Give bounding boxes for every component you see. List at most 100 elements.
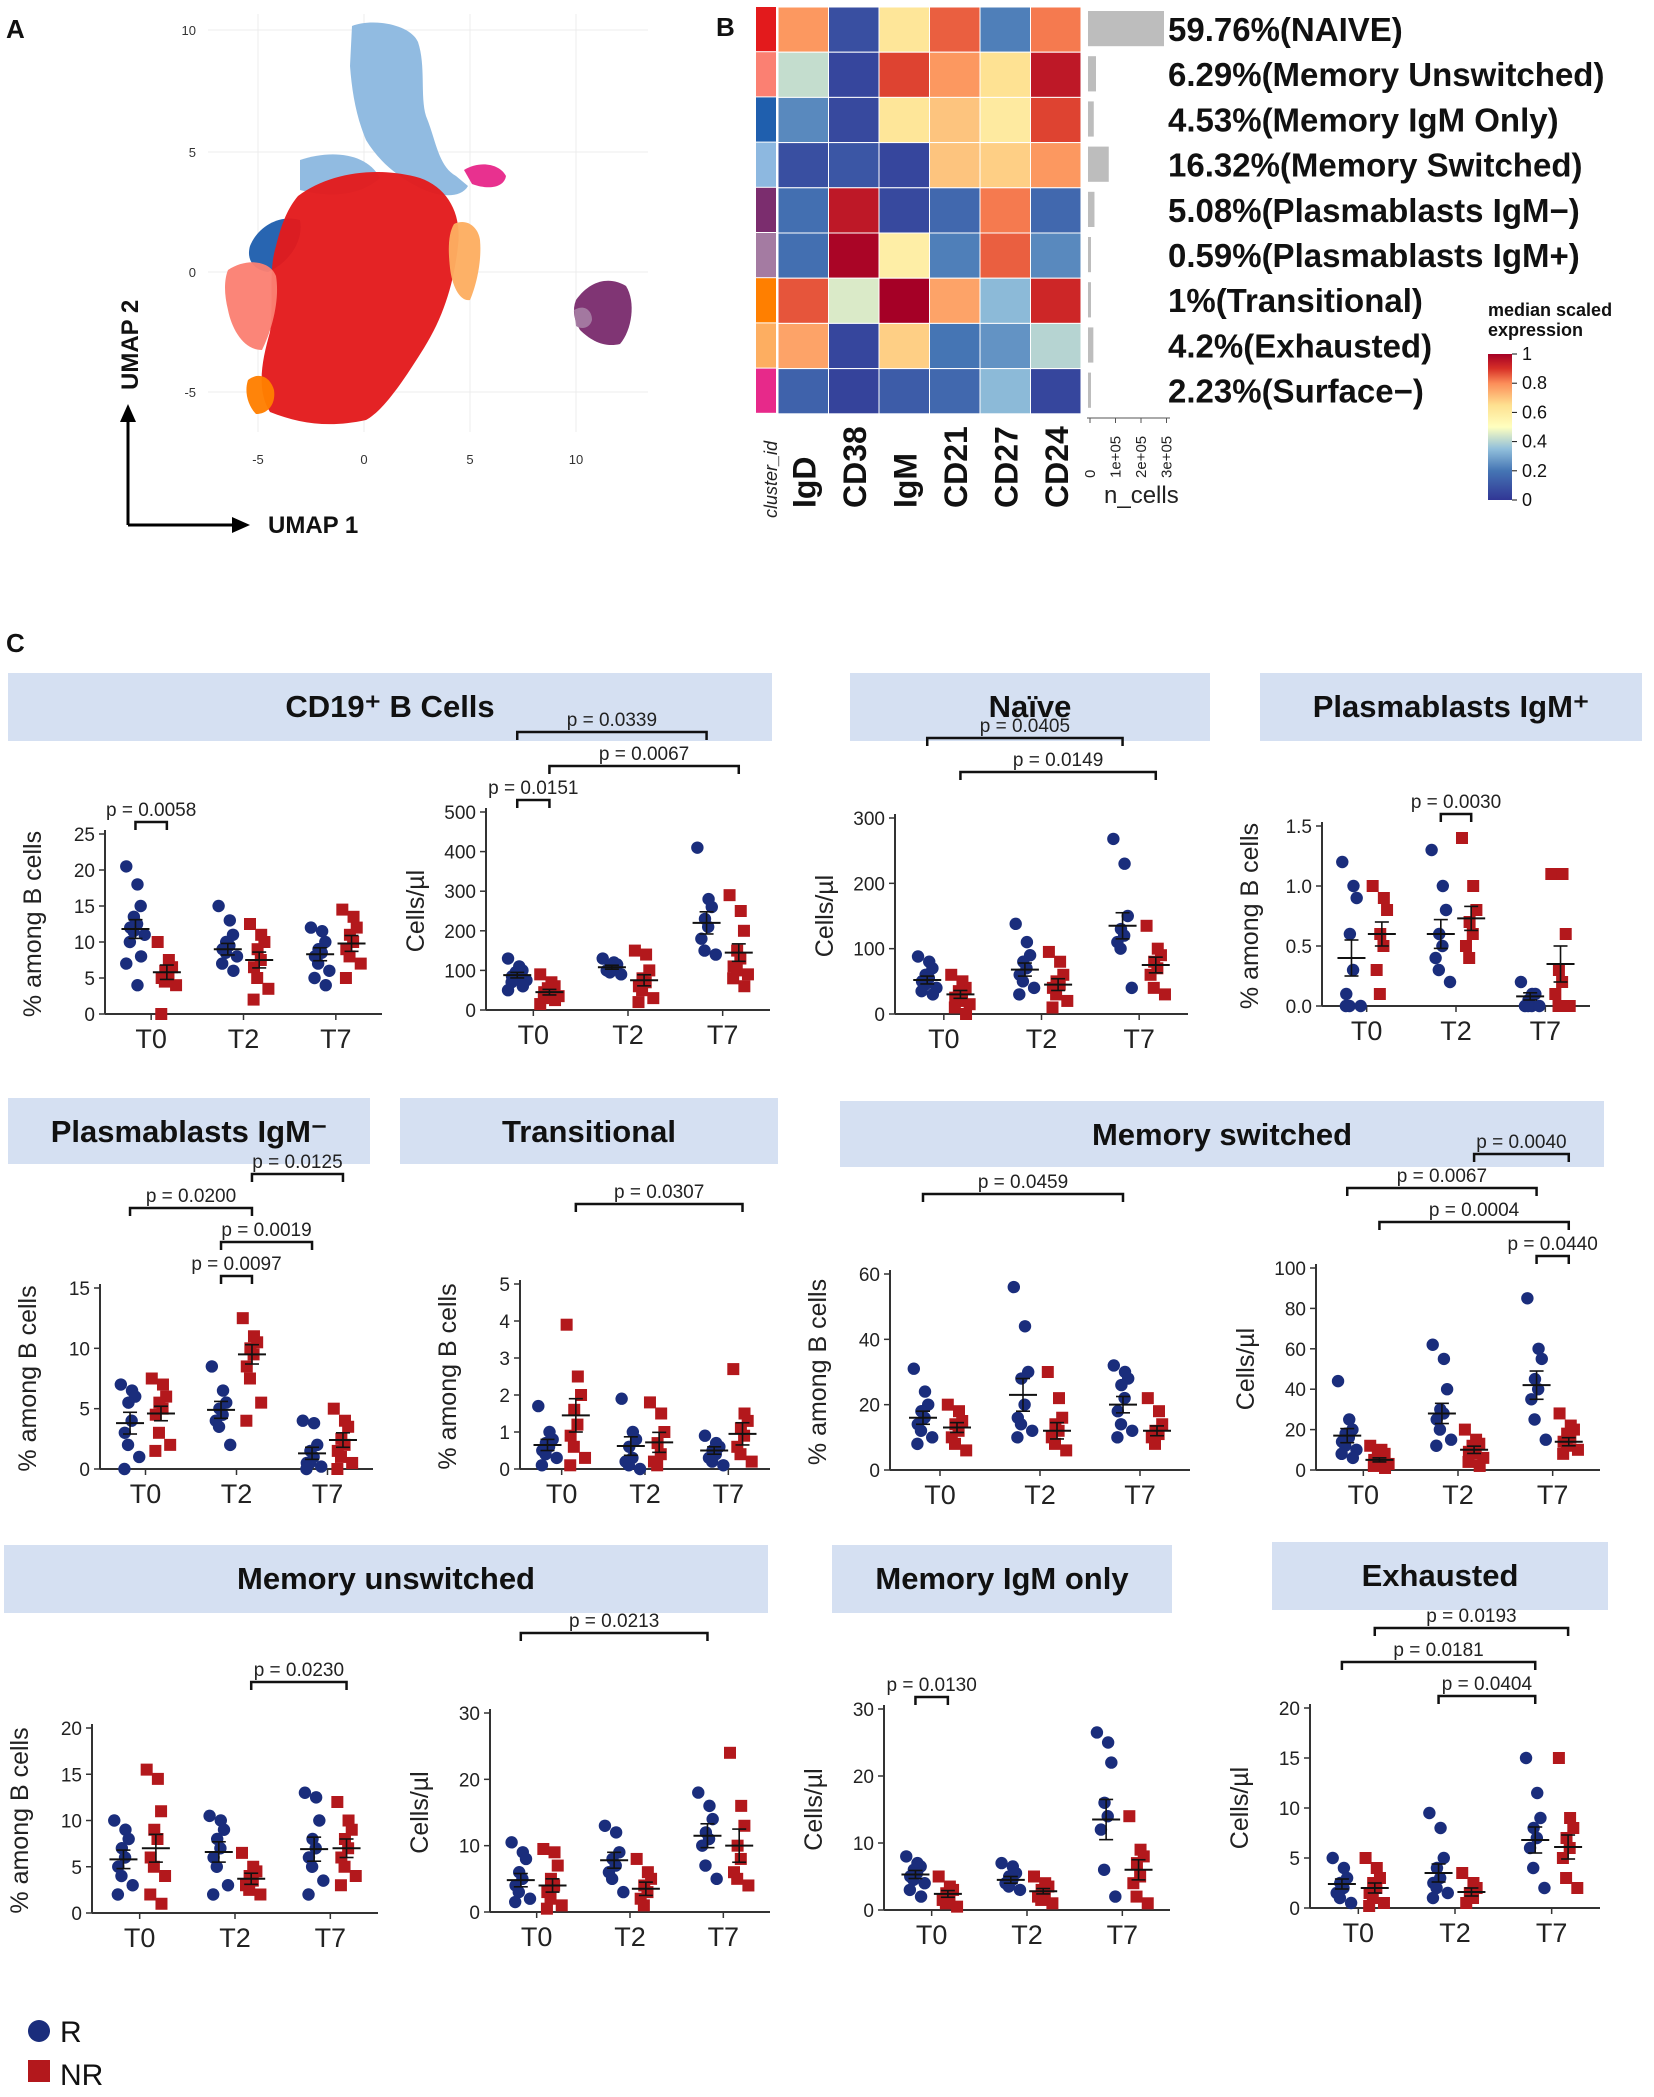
heatmap-row-label: 59.76%(NAIVE) [1168, 11, 1403, 48]
r-point [319, 979, 332, 992]
r-point [1333, 1891, 1347, 1905]
r-point [1014, 1418, 1028, 1431]
umap-xlabel: UMAP 1 [268, 512, 358, 539]
y-tick-label: 0 [469, 1903, 480, 1924]
heatmap-cell [828, 142, 880, 189]
umap-ytick: 10 [182, 23, 196, 38]
p-value-label: p = 0.0058 [106, 800, 196, 821]
significance-bracket [128, 1206, 254, 1216]
heatmap-cell [979, 368, 1031, 415]
cluster-swatch [756, 233, 776, 278]
nr-point [331, 1796, 344, 1808]
title-box-cd19 [8, 673, 772, 741]
heatmap-cell [1030, 6, 1082, 53]
nr-point [1028, 1870, 1041, 1883]
heatmap-cell [1030, 232, 1082, 279]
r-point [1532, 1342, 1545, 1356]
umap-cluster-5 [225, 262, 278, 350]
r-point [1018, 1320, 1032, 1333]
nr-point [1473, 1459, 1486, 1472]
x-tick-label: T2 [219, 1923, 251, 1953]
umap-xtick: 5 [466, 452, 473, 467]
r-point [703, 1799, 716, 1813]
p-value-label: p = 0.0440 [1507, 1234, 1597, 1255]
ncells-label: n_cells [1104, 482, 1179, 509]
title-box-exhausted [1272, 1542, 1608, 1610]
nr-point [1377, 1897, 1390, 1909]
heatmap-cell [929, 232, 981, 279]
nr-point [152, 1426, 165, 1439]
y-tick-label: 30 [853, 1700, 874, 1721]
r-point [505, 1836, 518, 1849]
p-value-label: p = 0.0130 [886, 1675, 976, 1696]
r-point [212, 1420, 226, 1433]
r-point [1009, 917, 1022, 931]
legend-title-line1: median scaled [1488, 300, 1612, 320]
r-point [125, 1414, 138, 1427]
nr-point [236, 1312, 249, 1325]
heatmap-cell [777, 232, 829, 279]
nr-point [1147, 981, 1160, 994]
heatmap-cell [929, 6, 981, 53]
nr-point [1552, 1000, 1565, 1012]
r-point [108, 1814, 121, 1827]
cluster-swatch [756, 97, 776, 142]
nr-point [571, 1418, 584, 1431]
r-point [311, 957, 325, 970]
p-value-label: p = 0.0307 [614, 1182, 704, 1203]
umap-ylabel: UMAP 2 [117, 300, 144, 390]
nr-point [567, 1440, 580, 1453]
r-point [1533, 999, 1546, 1013]
heatmap-cell [979, 6, 1031, 53]
ncells-bar [1088, 11, 1164, 47]
heatmap-cell [878, 96, 930, 144]
r-point [206, 1888, 220, 1901]
nr-point [151, 936, 164, 948]
x-tick-label: T0 [1348, 1480, 1380, 1510]
x-tick-label: T2 [614, 1922, 646, 1952]
heatmap-cell [1030, 96, 1082, 144]
nr-point [1556, 868, 1569, 880]
r-point [926, 988, 940, 1001]
r-point [1439, 903, 1453, 917]
significance-bracket [1345, 1186, 1538, 1196]
y-tick-label: 15 [1279, 1749, 1300, 1770]
r-point [131, 878, 144, 891]
y-tick-label: 20 [74, 861, 95, 882]
y-axis-label: % among B cells [6, 1727, 34, 1913]
heatmap-cell [1030, 187, 1082, 234]
legend-tick-label: 0 [1522, 490, 1532, 510]
nr-point [339, 972, 352, 984]
r-point [1521, 1292, 1534, 1305]
r-point [1114, 942, 1127, 955]
y-tick-label: 20 [853, 1767, 874, 1788]
dotplot-cd19_abs: 0 100 200 300 400 500 T0 T2 T7 Cells/µl p = 0.0151… [402, 710, 770, 1050]
r-point [118, 1462, 131, 1476]
r-point [1011, 1431, 1024, 1444]
r-point [230, 950, 244, 963]
significance-bracket [548, 764, 741, 774]
nr-point [158, 975, 171, 988]
r-point [907, 1362, 920, 1375]
x-tick-label: T0 [130, 1479, 162, 1509]
r-point [1101, 1736, 1115, 1749]
r-point [1519, 1751, 1533, 1765]
r-point [221, 1879, 235, 1892]
title-box-naive [850, 673, 1210, 741]
heatmap: 59.76%(NAIVE) 6.29%(Memory Unswitched) 4.5… [756, 6, 1612, 518]
r-point [1097, 1863, 1111, 1877]
r-point [903, 1883, 917, 1897]
significance-bracket [134, 820, 169, 830]
y-tick-label: 20 [1285, 1421, 1306, 1442]
heatmap-cell [828, 187, 880, 234]
x-tick-label: T7 [713, 1479, 745, 1509]
nr-point [1366, 880, 1379, 892]
umap2-arrowhead [120, 404, 136, 422]
umap-ytick: -5 [184, 385, 196, 400]
r-point [1430, 1861, 1444, 1875]
heatmap-cell [1030, 277, 1082, 324]
x-tick-label: T2 [1442, 1480, 1474, 1510]
significance-bracket [515, 798, 551, 808]
heatmap-cell [979, 51, 1031, 98]
